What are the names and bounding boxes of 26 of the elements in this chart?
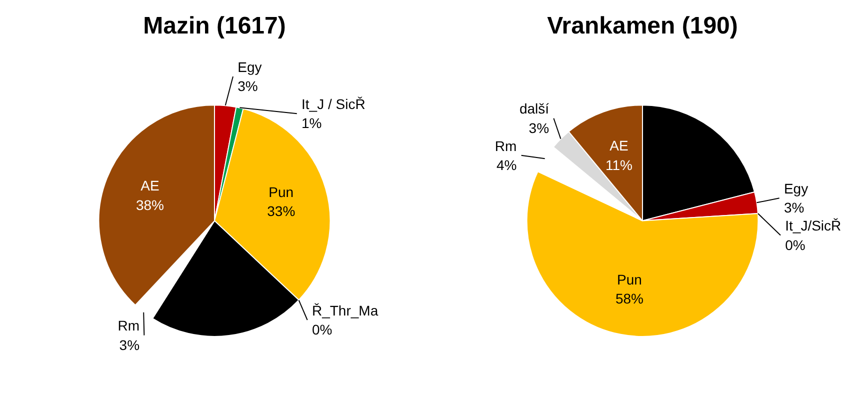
- data-label: 3%: [119, 336, 140, 353]
- data-label: 4%: [496, 157, 517, 174]
- data-label: 33%: [267, 202, 296, 219]
- legend-label: Ř_Thr_Ma: [312, 302, 378, 318]
- chart-title: Mazin (1617): [143, 12, 286, 40]
- text: 0%: [785, 236, 806, 253]
- data-label: 3%: [238, 78, 258, 94]
- chart-title: Vrankamen (190): [547, 12, 738, 40]
- data-label: 1%: [302, 115, 322, 132]
- data-label: 3%: [784, 200, 804, 216]
- slice-label: Pun: [268, 184, 294, 200]
- text: 0%: [312, 322, 332, 338]
- legend-label: It_J/SicŘ: [785, 218, 842, 234]
- slice-label: Pun: [617, 272, 642, 288]
- slice-label: Rm: [494, 138, 517, 154]
- slice-label: Rm: [118, 318, 140, 334]
- slice-label: další: [519, 100, 550, 117]
- slice-label: It_J / SicŘ: [302, 96, 366, 112]
- slice-label: Egy: [238, 58, 262, 75]
- slice-label: AE: [140, 178, 160, 194]
- slice-label: Egy: [784, 180, 808, 197]
- data-label: 3%: [528, 120, 550, 136]
- data-label: 11%: [606, 156, 632, 173]
- data-label: 38%: [136, 196, 164, 213]
- slice-label: AE: [610, 138, 628, 154]
- data-label: 58%: [615, 290, 644, 307]
